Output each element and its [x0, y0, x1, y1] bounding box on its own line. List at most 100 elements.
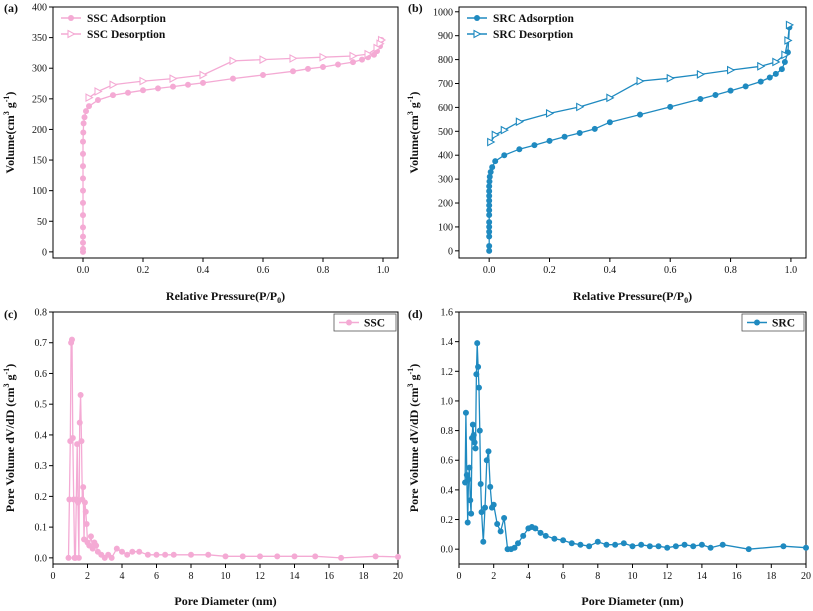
panel-label: (c)	[4, 307, 17, 321]
series-src-adsorption	[486, 24, 793, 254]
plot-frame	[52, 6, 399, 259]
data-point	[291, 553, 298, 560]
legend-entry: SSC	[339, 318, 385, 330]
data-point	[80, 199, 87, 206]
data-point	[81, 114, 88, 121]
y-tick-label: 0.0	[35, 553, 48, 564]
data-point	[80, 120, 87, 127]
y-axis-label: Volume(cm3 g-1)	[406, 92, 421, 174]
legend-text: SRC Desorption	[493, 29, 574, 41]
data-point	[289, 54, 298, 63]
data-point	[487, 137, 496, 147]
data-point	[464, 519, 471, 526]
legend-entry: SSC Adsorption	[61, 13, 167, 25]
data-point	[606, 119, 613, 126]
data-point	[766, 74, 773, 81]
legend-marker	[754, 319, 760, 326]
data-point	[696, 69, 706, 79]
data-point	[75, 499, 82, 506]
data-point	[757, 78, 764, 85]
y-axis-label: Volume(cm3 g-1)	[2, 92, 17, 174]
y-tick-label: 1.4	[441, 337, 454, 348]
data-point	[65, 554, 72, 561]
data-point	[80, 150, 87, 157]
plot-frame	[52, 311, 399, 565]
panel-c: 0 2 4 6 8 10 12 14 16 18 20 0.0 0.1 0.2 0.3 0.4 0.5 0.6 0.…	[2, 307, 403, 608]
series-ssc	[65, 336, 401, 561]
data-point	[358, 56, 365, 63]
data-point	[394, 553, 401, 560]
data-point	[376, 39, 385, 49]
y-tick-label: 0	[448, 246, 453, 257]
panel-label: (b)	[408, 1, 423, 15]
x-tick-label: 0.8	[317, 265, 330, 276]
data-point	[68, 336, 75, 343]
y-axis-label: Pore Volume dV/dD (cm3 g-1)	[2, 364, 17, 512]
data-point	[80, 239, 87, 246]
data-point	[473, 371, 480, 378]
data-point	[606, 93, 615, 103]
data-point	[483, 457, 490, 464]
data-point	[784, 36, 793, 45]
y-tick-label: 0.6	[35, 369, 48, 380]
y-tick-label: 0.8	[35, 308, 48, 319]
data-point	[719, 541, 726, 548]
data-point	[373, 43, 382, 53]
x-tick-label: 0.0	[77, 265, 90, 276]
x-tick-label: 0.2	[137, 265, 150, 276]
data-point	[93, 542, 100, 549]
y-tick-label: 0.3	[35, 461, 48, 472]
legend: SRC Adsorption SRC Desorption	[467, 13, 574, 41]
series-line	[464, 343, 807, 550]
data-point	[636, 76, 645, 86]
data-point	[82, 508, 89, 515]
legend-box	[741, 313, 805, 332]
legend-marker	[346, 319, 352, 326]
data-point	[591, 125, 598, 132]
legend-marker	[474, 15, 480, 21]
x-tick-label: 0.6	[664, 265, 677, 276]
x-tick-label: 14	[697, 571, 707, 582]
data-point	[162, 551, 169, 558]
data-point	[80, 163, 87, 170]
y-tick-label: 0.4	[35, 430, 48, 441]
x-tick-label: 8	[189, 571, 194, 582]
x-tick-label: 6	[561, 571, 566, 582]
series-line	[82, 39, 383, 252]
series-ssc-adsorption	[80, 37, 385, 255]
data-point	[478, 509, 485, 516]
y-tick-label: 500	[438, 127, 453, 138]
data-point	[666, 73, 675, 83]
data-point	[781, 58, 788, 65]
x-tick-label: 20	[801, 571, 811, 582]
y-tick-label: 0.5	[35, 400, 48, 411]
x-tick-label: 20	[393, 571, 403, 582]
data-point	[542, 532, 549, 539]
data-point	[707, 544, 714, 551]
y-tick-label: 0.6	[441, 456, 454, 467]
data-point	[76, 419, 83, 426]
data-point	[129, 548, 136, 555]
data-point	[470, 432, 477, 439]
data-point	[139, 76, 148, 86]
y-tick-label: 0.8	[441, 426, 454, 437]
y-tick-label: 0.7	[35, 338, 48, 349]
legend-text: SRC Adsorption	[493, 13, 574, 25]
data-point	[155, 85, 162, 92]
y-tick-label: 700	[438, 79, 453, 90]
data-point	[637, 111, 644, 118]
data-point	[199, 70, 208, 80]
data-point	[537, 529, 544, 536]
y-tick-label: 900	[438, 31, 453, 42]
data-point	[486, 173, 493, 180]
data-point	[80, 129, 87, 136]
legend: SSC Adsorption SSC Desorption	[61, 13, 167, 41]
data-point	[74, 441, 81, 448]
legend-text: SSC Adsorption	[87, 13, 167, 25]
legend-entry: SRC	[747, 318, 795, 330]
data-point	[468, 510, 475, 517]
data-point	[87, 533, 94, 540]
x-tick-label: 0.4	[604, 265, 617, 276]
data-point	[75, 554, 82, 561]
data-point	[487, 483, 494, 490]
